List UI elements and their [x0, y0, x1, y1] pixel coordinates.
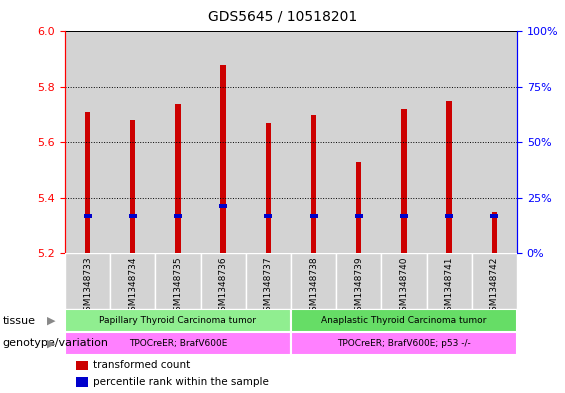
Text: ▶: ▶	[47, 316, 55, 326]
Bar	[155, 253, 201, 309]
Text: TPOCreER; BrafV600E; p53 -/-: TPOCreER; BrafV600E; p53 -/-	[337, 339, 471, 348]
Bar	[427, 253, 472, 309]
Bar	[246, 31, 291, 253]
Bar	[266, 123, 271, 253]
Bar	[356, 162, 362, 253]
Bar	[381, 253, 427, 309]
Text: GSM1348739: GSM1348739	[354, 256, 363, 317]
Bar	[174, 214, 182, 218]
Bar	[175, 104, 181, 253]
Text: GSM1348734: GSM1348734	[128, 256, 137, 317]
Bar	[490, 214, 498, 218]
Bar	[400, 214, 408, 218]
Bar	[291, 309, 517, 332]
Bar	[472, 31, 517, 253]
Bar	[291, 332, 517, 355]
Bar	[219, 204, 227, 208]
Bar	[445, 214, 453, 218]
Bar	[65, 253, 110, 309]
Text: Papillary Thyroid Carcinoma tumor: Papillary Thyroid Carcinoma tumor	[99, 316, 257, 325]
Bar	[427, 31, 472, 253]
Bar	[291, 31, 336, 253]
Bar	[65, 309, 291, 332]
Bar	[65, 332, 291, 355]
Bar	[110, 253, 155, 309]
Text: ▶: ▶	[47, 338, 55, 349]
Text: tissue: tissue	[3, 316, 36, 326]
Bar	[65, 31, 110, 253]
Text: GSM1348740: GSM1348740	[399, 256, 408, 317]
Text: GDS5645 / 10518201: GDS5645 / 10518201	[208, 10, 357, 24]
Bar	[130, 120, 136, 253]
Text: genotype/variation: genotype/variation	[3, 338, 109, 349]
Bar	[472, 253, 517, 309]
Bar	[264, 214, 272, 218]
Bar	[129, 214, 137, 218]
Text: percentile rank within the sample: percentile rank within the sample	[93, 377, 268, 387]
Bar	[310, 214, 318, 218]
Bar	[336, 253, 381, 309]
Text: Anaplastic Thyroid Carcinoma tumor: Anaplastic Thyroid Carcinoma tumor	[321, 316, 486, 325]
Bar	[311, 115, 316, 253]
Text: GSM1348733: GSM1348733	[83, 256, 92, 317]
Text: GSM1348742: GSM1348742	[490, 256, 499, 317]
Bar	[76, 361, 88, 370]
Text: GSM1348736: GSM1348736	[219, 256, 228, 317]
Text: GSM1348735: GSM1348735	[173, 256, 182, 317]
Bar	[220, 65, 226, 253]
Text: TPOCreER; BrafV600E: TPOCreER; BrafV600E	[129, 339, 227, 348]
Text: GSM1348737: GSM1348737	[264, 256, 273, 317]
Bar	[446, 101, 452, 253]
Bar	[355, 214, 363, 218]
Bar	[76, 377, 88, 387]
Text: GSM1348738: GSM1348738	[309, 256, 318, 317]
Bar	[201, 31, 246, 253]
Bar	[85, 112, 90, 253]
Bar	[84, 214, 92, 218]
Bar	[492, 212, 497, 253]
Bar	[201, 253, 246, 309]
Bar	[246, 253, 291, 309]
Bar	[381, 31, 427, 253]
Text: transformed count: transformed count	[93, 360, 190, 370]
Text: GSM1348741: GSM1348741	[445, 256, 454, 317]
Bar	[110, 31, 155, 253]
Bar	[336, 31, 381, 253]
Bar	[155, 31, 201, 253]
Bar	[291, 253, 336, 309]
Bar	[401, 109, 407, 253]
